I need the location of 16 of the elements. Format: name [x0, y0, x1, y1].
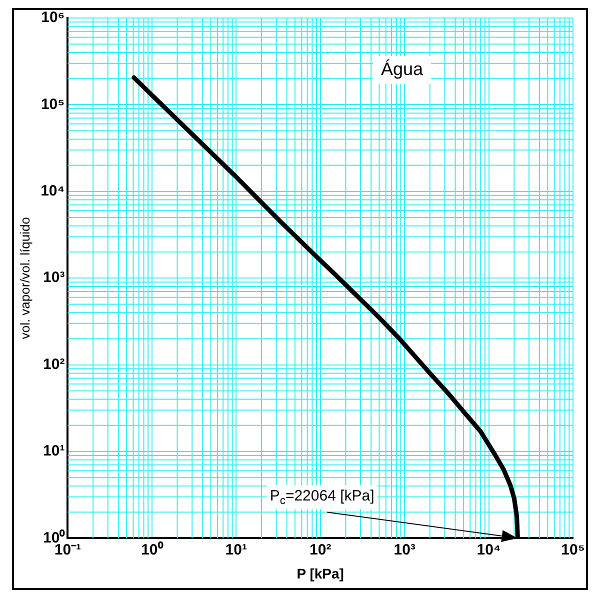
y-tick-label: 10² [43, 356, 65, 373]
x-tick-label: 10⁵ [561, 541, 585, 558]
annotation: Água [380, 58, 424, 79]
y-tick-label: 10⁶ [41, 9, 65, 26]
x-tick-label: 10³ [394, 541, 416, 558]
y-tick-label: 10⁵ [40, 96, 65, 113]
x-tick-label: 10⁴ [476, 541, 501, 558]
y-tick-label: 10¹ [43, 442, 65, 460]
y-axis-title: vol. vapor/vol. líquido [17, 217, 32, 340]
y-tick-label: 10³ [43, 269, 65, 286]
x-axis-title: P [kPa] [296, 565, 344, 582]
x-tick-label: 10⁰ [141, 540, 164, 558]
x-tick-label: 10¹ [225, 541, 247, 558]
x-tick-label: 10⁻¹ [54, 541, 82, 558]
y-tick-label: 10⁴ [40, 182, 65, 200]
x-tick-label: 10² [310, 541, 332, 558]
